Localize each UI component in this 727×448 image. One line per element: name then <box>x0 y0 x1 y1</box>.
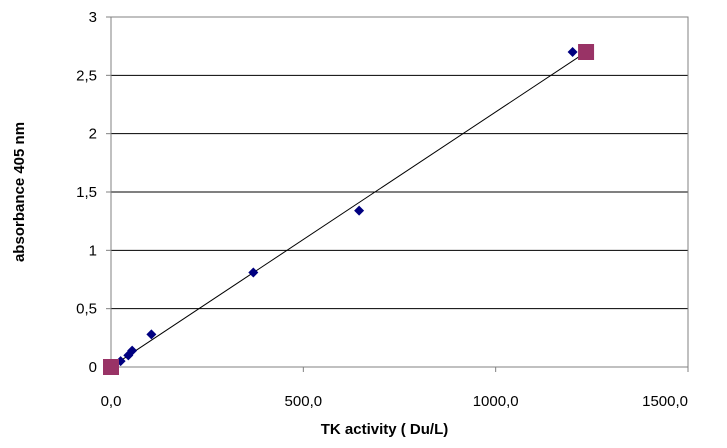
y-tick-label: 1,5 <box>76 184 97 201</box>
data-point-diamond <box>567 47 578 57</box>
data-marks <box>103 44 595 375</box>
data-point-square <box>578 44 595 60</box>
x-axis-title: TK activity ( Du/L) <box>321 421 449 438</box>
y-tick-label: 0,5 <box>76 301 97 318</box>
x-tick-label: 1000,0 <box>473 393 519 410</box>
grid-layer <box>111 16 688 310</box>
y-axis-title: absorbance 405 nm <box>11 122 28 262</box>
y-tick-label: 1 <box>89 242 97 259</box>
data-point-diamond <box>127 345 138 356</box>
data-point-square <box>103 359 119 375</box>
data-point-diamond <box>146 329 157 340</box>
y-tick-label: 2 <box>89 126 97 143</box>
x-tick-label: 1500,0 <box>642 393 688 410</box>
y-tick-label: 3 <box>89 9 97 26</box>
y-axis: 0 0,5 1 1,5 2 2,5 3 <box>76 9 111 376</box>
data-point-diamond <box>354 205 365 216</box>
y-tick-label: 0 <box>89 359 97 376</box>
trendline <box>110 51 587 368</box>
data-point-diamond <box>248 267 259 278</box>
y-tick-label: 2,5 <box>76 67 97 84</box>
x-axis: 0,0 500,0 1000,0 1500,0 <box>101 367 689 410</box>
x-tick-label: 0,0 <box>101 393 122 410</box>
x-tick-label: 500,0 <box>285 393 323 410</box>
